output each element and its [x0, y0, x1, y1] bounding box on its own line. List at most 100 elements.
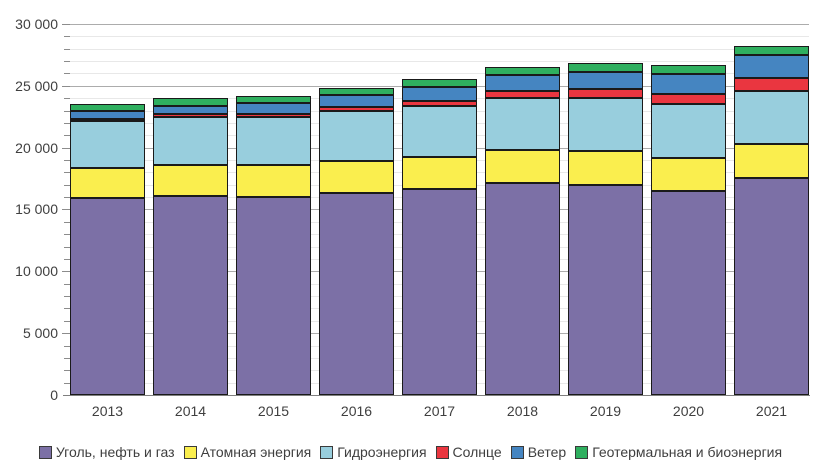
- y-axis-tick-label: 20 000: [15, 140, 58, 156]
- x-axis-label-2021: 2021: [755, 403, 788, 419]
- segment-fossil-2017: [402, 189, 477, 395]
- segment-solar-2020: [651, 93, 726, 105]
- segment-nuclear-2018: [485, 149, 560, 184]
- x-axis-label-2018: 2018: [506, 403, 539, 419]
- x-axis-label-2020: 2020: [672, 403, 705, 419]
- segment-fossil-2021: [734, 178, 809, 395]
- x-axis-label-2019: 2019: [589, 403, 622, 419]
- segment-nuclear-2017: [402, 156, 477, 190]
- y-axis-tick: [64, 284, 70, 285]
- y-axis-tick: [64, 222, 70, 223]
- segment-wind-2018: [485, 75, 560, 92]
- bars-container: [70, 24, 809, 395]
- segment-geo_bio-2019: [568, 62, 643, 72]
- x-axis-label-2015: 2015: [257, 403, 290, 419]
- segment-solar-2015: [236, 113, 311, 117]
- y-axis-tick: [64, 49, 70, 50]
- segment-geo_bio-2021: [734, 46, 809, 56]
- segment-hydro-2013: [70, 120, 145, 168]
- y-axis-tick: [64, 308, 70, 309]
- gridline-minor: [70, 49, 809, 50]
- x-axis-label-2016: 2016: [340, 403, 373, 419]
- segment-hydro-2018: [485, 98, 560, 150]
- segment-geo_bio-2017: [402, 78, 477, 87]
- y-axis-tick: [64, 111, 70, 112]
- segment-fossil-2014: [153, 196, 228, 395]
- y-axis-tick-label: 10 000: [15, 263, 58, 279]
- legend-label-wind: Ветер: [527, 444, 567, 460]
- plot-area: [70, 24, 809, 395]
- gridline-minor: [70, 36, 809, 37]
- gridline-minor: [70, 73, 809, 74]
- bar-2013: [70, 104, 145, 395]
- y-axis-tick-label: 5 000: [22, 325, 58, 341]
- legend: Уголь, нефть и газ Атомная энергия Гидроэн…: [0, 444, 821, 460]
- segment-geo_bio-2015: [236, 95, 311, 104]
- segment-wind-2015: [236, 103, 311, 114]
- segment-solar-2021: [734, 78, 809, 92]
- segment-hydro-2015: [236, 116, 311, 165]
- y-axis-tick: [64, 370, 70, 371]
- legend-label-hydro: Гидроэнергия: [337, 444, 427, 460]
- legend-item-wind: Ветер: [510, 444, 567, 460]
- segment-hydro-2019: [568, 98, 643, 151]
- segment-wind-2013: [70, 110, 145, 119]
- y-axis-tick: [64, 346, 70, 347]
- y-axis-tick: [64, 172, 70, 173]
- x-axis-label-2013: 2013: [91, 403, 124, 419]
- legend-swatch-hydro: [320, 445, 334, 459]
- segment-fossil-2018: [485, 183, 560, 395]
- y-axis-tick-label: 0: [50, 387, 58, 403]
- segment-wind-2019: [568, 71, 643, 90]
- legend-item-solar: Солнце: [435, 444, 502, 460]
- y-axis-tick: [62, 148, 70, 149]
- bar-2021: [734, 46, 809, 395]
- segment-nuclear-2016: [319, 161, 394, 194]
- y-axis-tick: [62, 86, 70, 87]
- y-axis-tick: [64, 321, 70, 322]
- segment-wind-2021: [734, 55, 809, 79]
- segment-nuclear-2013: [70, 167, 145, 199]
- segment-solar-2016: [319, 107, 394, 112]
- segment-hydro-2014: [153, 116, 228, 165]
- segment-hydro-2017: [402, 106, 477, 157]
- x-axis-line: [63, 395, 810, 396]
- segment-hydro-2016: [319, 111, 394, 162]
- legend-swatch-nuclear: [183, 445, 197, 459]
- segment-wind-2017: [402, 86, 477, 101]
- segment-fossil-2020: [651, 191, 726, 395]
- x-axis-label-2017: 2017: [423, 403, 456, 419]
- y-axis-tick: [64, 259, 70, 260]
- y-axis-tick-label: 15 000: [15, 201, 58, 217]
- legend-label-geo_bio: Геотермальная и биоэнергия: [592, 444, 783, 460]
- legend-item-nuclear: Атомная энергия: [183, 444, 311, 460]
- bar-2014: [153, 98, 228, 395]
- y-axis-tick: [64, 160, 70, 161]
- legend-swatch-wind: [510, 445, 524, 459]
- segment-hydro-2021: [734, 91, 809, 145]
- segment-nuclear-2021: [734, 144, 809, 179]
- y-axis-tick: [62, 333, 70, 334]
- y-axis-tick: [62, 209, 70, 210]
- y-axis-tick: [64, 358, 70, 359]
- gridline-major: [70, 24, 809, 25]
- segment-wind-2020: [651, 73, 726, 94]
- legend-item-hydro: Гидроэнергия: [320, 444, 427, 460]
- legend-item-fossil: Уголь, нефть и газ: [38, 444, 175, 460]
- y-axis-tick: [64, 135, 70, 136]
- y-axis-tick: [64, 383, 70, 384]
- x-axis-label-2014: 2014: [174, 403, 207, 419]
- y-axis-tick: [64, 123, 70, 124]
- y-axis-tick: [64, 197, 70, 198]
- segment-solar-2017: [402, 100, 477, 107]
- bar-2015: [236, 95, 311, 395]
- legend-item-geo_bio: Геотермальная и биоэнергия: [575, 444, 782, 460]
- legend-label-solar: Солнце: [452, 444, 502, 460]
- segment-nuclear-2019: [568, 150, 643, 185]
- y-axis-tick: [64, 234, 70, 235]
- segment-solar-2014: [153, 114, 228, 117]
- segment-fossil-2016: [319, 193, 394, 395]
- y-axis-tick: [64, 247, 70, 248]
- segment-geo_bio-2016: [319, 87, 394, 96]
- y-axis-tick: [64, 296, 70, 297]
